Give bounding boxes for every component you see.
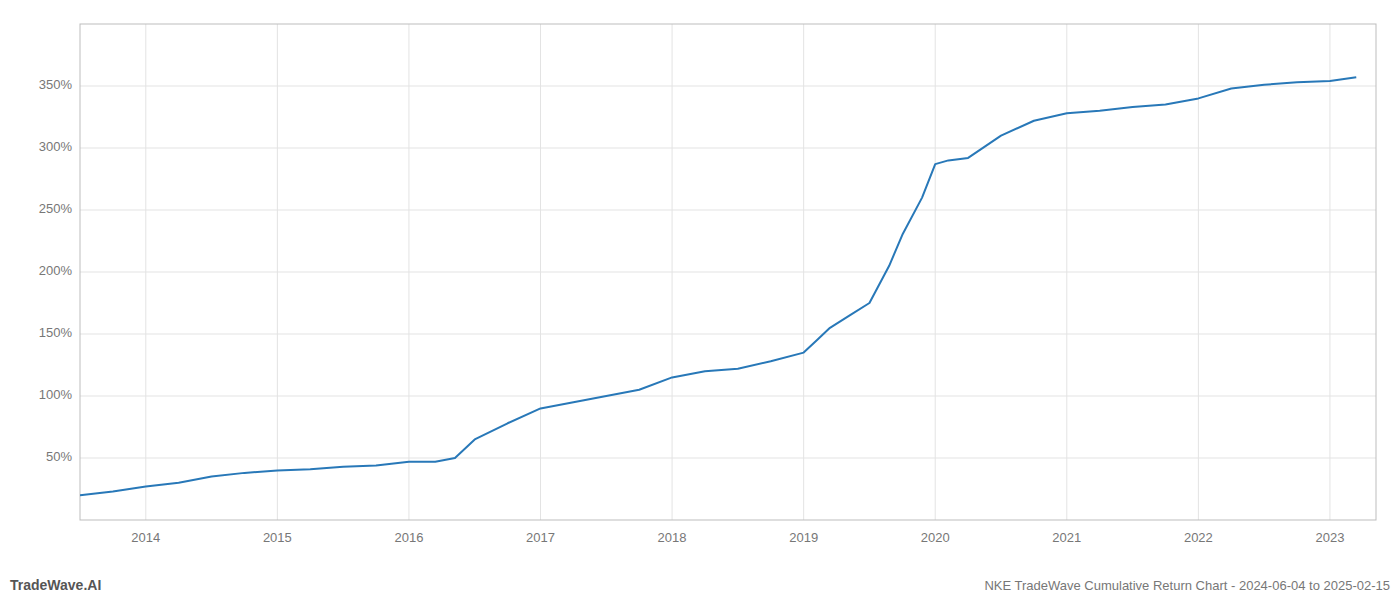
- x-tick-label: 2022: [1184, 530, 1213, 545]
- y-tick-label: 350%: [39, 77, 73, 92]
- x-grid-line: [540, 24, 541, 520]
- plot-frame: [80, 24, 1376, 520]
- y-tick-label: 50%: [46, 449, 72, 464]
- y-grid-line: [80, 458, 1376, 459]
- y-grid-line: [80, 210, 1376, 211]
- x-tick-label: 2021: [1052, 530, 1081, 545]
- y-tick-label: 100%: [39, 387, 73, 402]
- return-line: [80, 77, 1356, 495]
- y-grid-line: [80, 396, 1376, 397]
- grid: [80, 24, 1376, 520]
- x-tick-label: 2020: [921, 530, 950, 545]
- y-grid-line: [80, 86, 1376, 87]
- y-tick-label: 300%: [39, 139, 73, 154]
- x-tick-label: 2018: [658, 530, 687, 545]
- series: [80, 77, 1356, 495]
- x-grid-line: [1066, 24, 1067, 520]
- title: NKE TradeWave Cumulative Return Chart - …: [984, 578, 1390, 593]
- x-grid-line: [277, 24, 278, 520]
- x-tick-label: 2019: [789, 530, 818, 545]
- x-tick-label: 2023: [1315, 530, 1344, 545]
- x-tick-label: 2016: [394, 530, 423, 545]
- y-tick-label: 250%: [39, 201, 73, 216]
- x-grid-line: [672, 24, 673, 520]
- x-grid-line: [803, 24, 804, 520]
- x-grid-line: [1329, 24, 1330, 520]
- watermark: TradeWave.AI: [10, 577, 101, 593]
- x-tick-label: 2015: [263, 530, 292, 545]
- x-grid-line: [935, 24, 936, 520]
- x-grid-line: [408, 24, 409, 520]
- y-grid-line: [80, 272, 1376, 273]
- chart: 50% 100% 150% 200% 250% 300% 350% 2014 2015 2016 2…: [0, 0, 1400, 600]
- y-tick-label: 150%: [39, 325, 73, 340]
- y-tick-label: 200%: [39, 263, 73, 278]
- x-grid-line: [145, 24, 146, 520]
- x-tick-label: 2017: [526, 530, 555, 545]
- x-tick-label: 2014: [131, 530, 160, 545]
- y-grid-line: [80, 334, 1376, 335]
- y-grid-line: [80, 148, 1376, 149]
